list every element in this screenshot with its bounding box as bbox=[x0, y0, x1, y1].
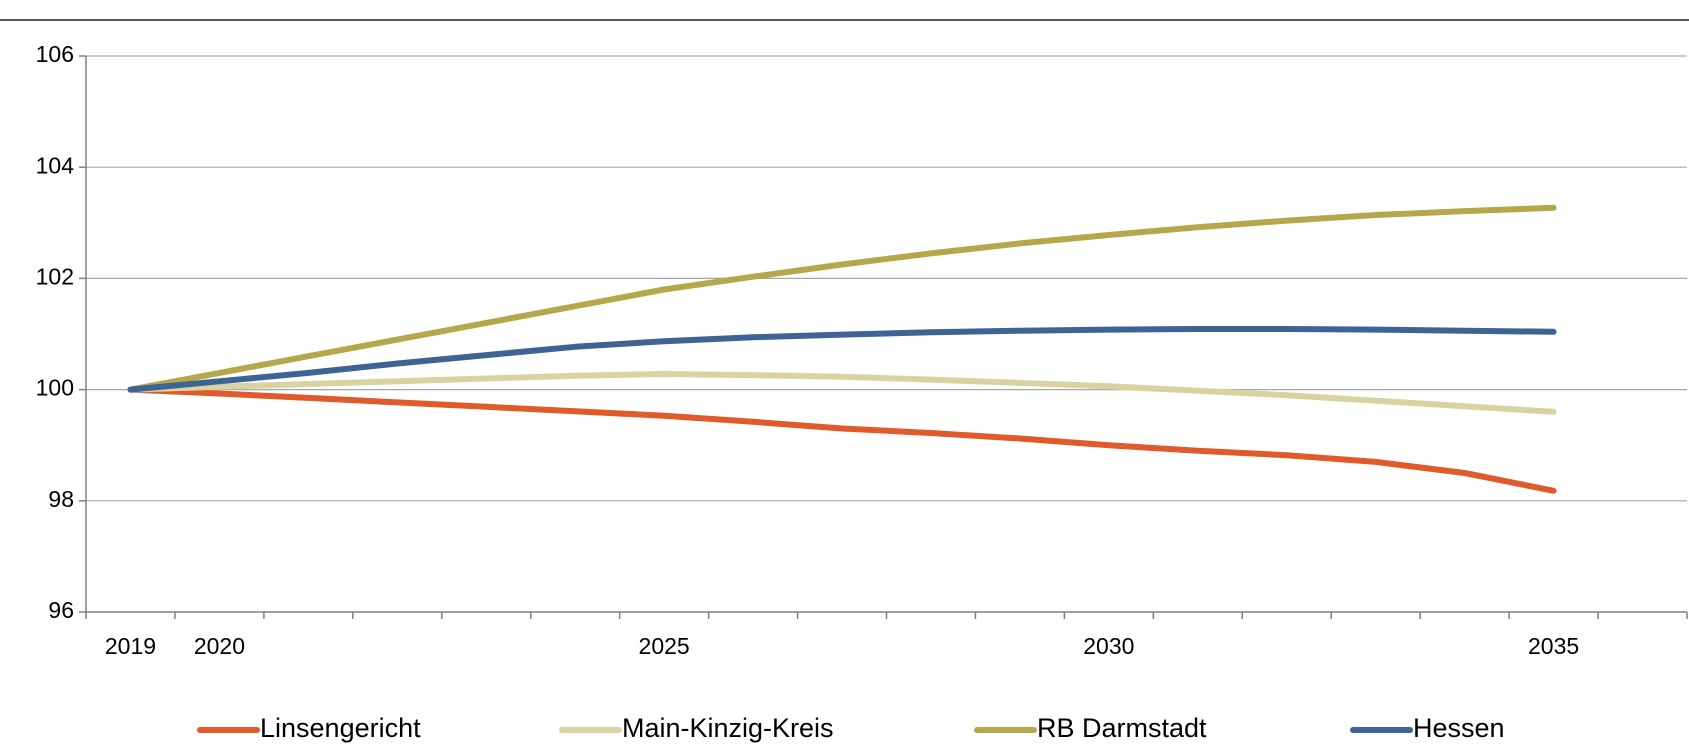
y-tick-label: 96 bbox=[48, 597, 74, 623]
legend-label: RB Darmstadt bbox=[1037, 713, 1207, 743]
y-tick-label: 100 bbox=[36, 375, 74, 401]
x-tick-label: 2035 bbox=[1528, 633, 1579, 659]
legend-label: Main-Kinzig-Kreis bbox=[622, 713, 834, 743]
y-tick-label: 98 bbox=[48, 486, 74, 512]
x-tick-label: 2025 bbox=[639, 633, 690, 659]
x-tick-label: 2019 bbox=[105, 633, 156, 659]
series-line bbox=[127, 371, 1557, 415]
x-tick-label: 2020 bbox=[194, 633, 245, 659]
x-tick-label: 2030 bbox=[1083, 633, 1134, 659]
y-tick-label: 104 bbox=[36, 152, 75, 178]
y-tick-label: 106 bbox=[36, 41, 74, 67]
series-line bbox=[127, 326, 1557, 393]
legend-label: Linsengericht bbox=[260, 713, 421, 743]
series-line bbox=[127, 386, 1557, 494]
y-tick-label: 102 bbox=[36, 263, 74, 289]
series-line bbox=[127, 204, 1557, 393]
legend-label: Hessen bbox=[1413, 713, 1505, 743]
